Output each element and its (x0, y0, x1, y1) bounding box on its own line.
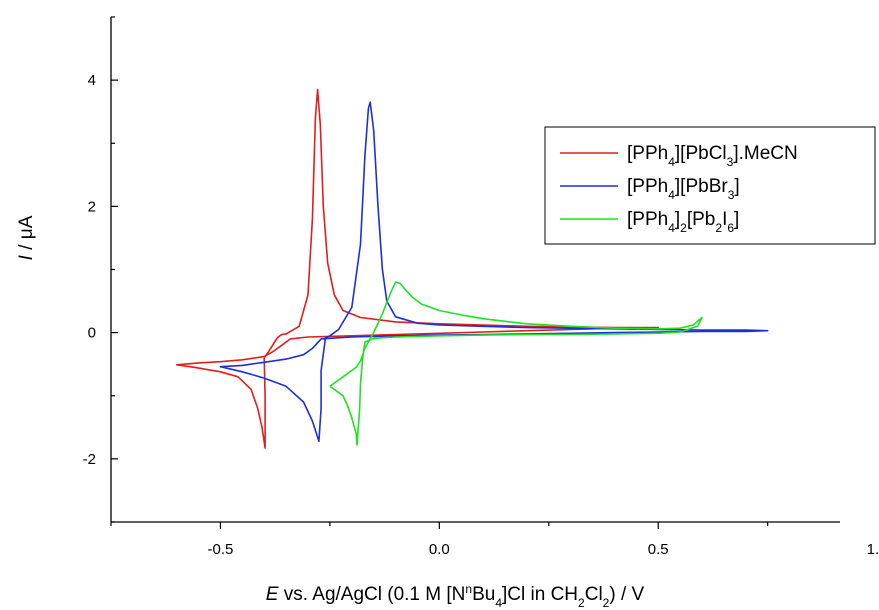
y-tick-label: 0 (88, 325, 96, 342)
y-tick-label: 2 (88, 198, 96, 215)
y-axis-title: I / μA (16, 215, 37, 260)
x-tick-label: 0.5 (648, 541, 669, 558)
x-tick-label: 0.0 (429, 541, 450, 558)
legend: [PPh4][PbCl3].MeCN [PPh4][PbBr3] [PPh4]2[P… (544, 126, 876, 245)
x-tick-label: 1.0 (867, 541, 879, 558)
series-line-2 (219, 101, 769, 442)
legend-label-3: [PPh4]2[Pb2I6] (627, 209, 739, 235)
legend-label-2: [PPh4][PbBr3] (627, 176, 740, 202)
plot-series (175, 88, 769, 449)
series-line-3 (329, 281, 703, 446)
x-tick-label: -0.5 (208, 541, 234, 558)
y-tick-label: -2 (83, 451, 96, 468)
axes: -2 0 2 4 -0.5 0.0 0.5 1.0 (83, 16, 879, 558)
legend-label-1: [PPh4][PbCl3].MeCN (627, 143, 798, 169)
x-axis-title: E vs. Ag/AgCl (0.1 M [NnBu4]Cl in CH2Cl2… (266, 582, 645, 610)
y-tick-label: 4 (88, 72, 96, 89)
axis-titles: E vs. Ag/AgCl (0.1 M [NnBu4]Cl in CH2Cl2… (16, 215, 645, 610)
